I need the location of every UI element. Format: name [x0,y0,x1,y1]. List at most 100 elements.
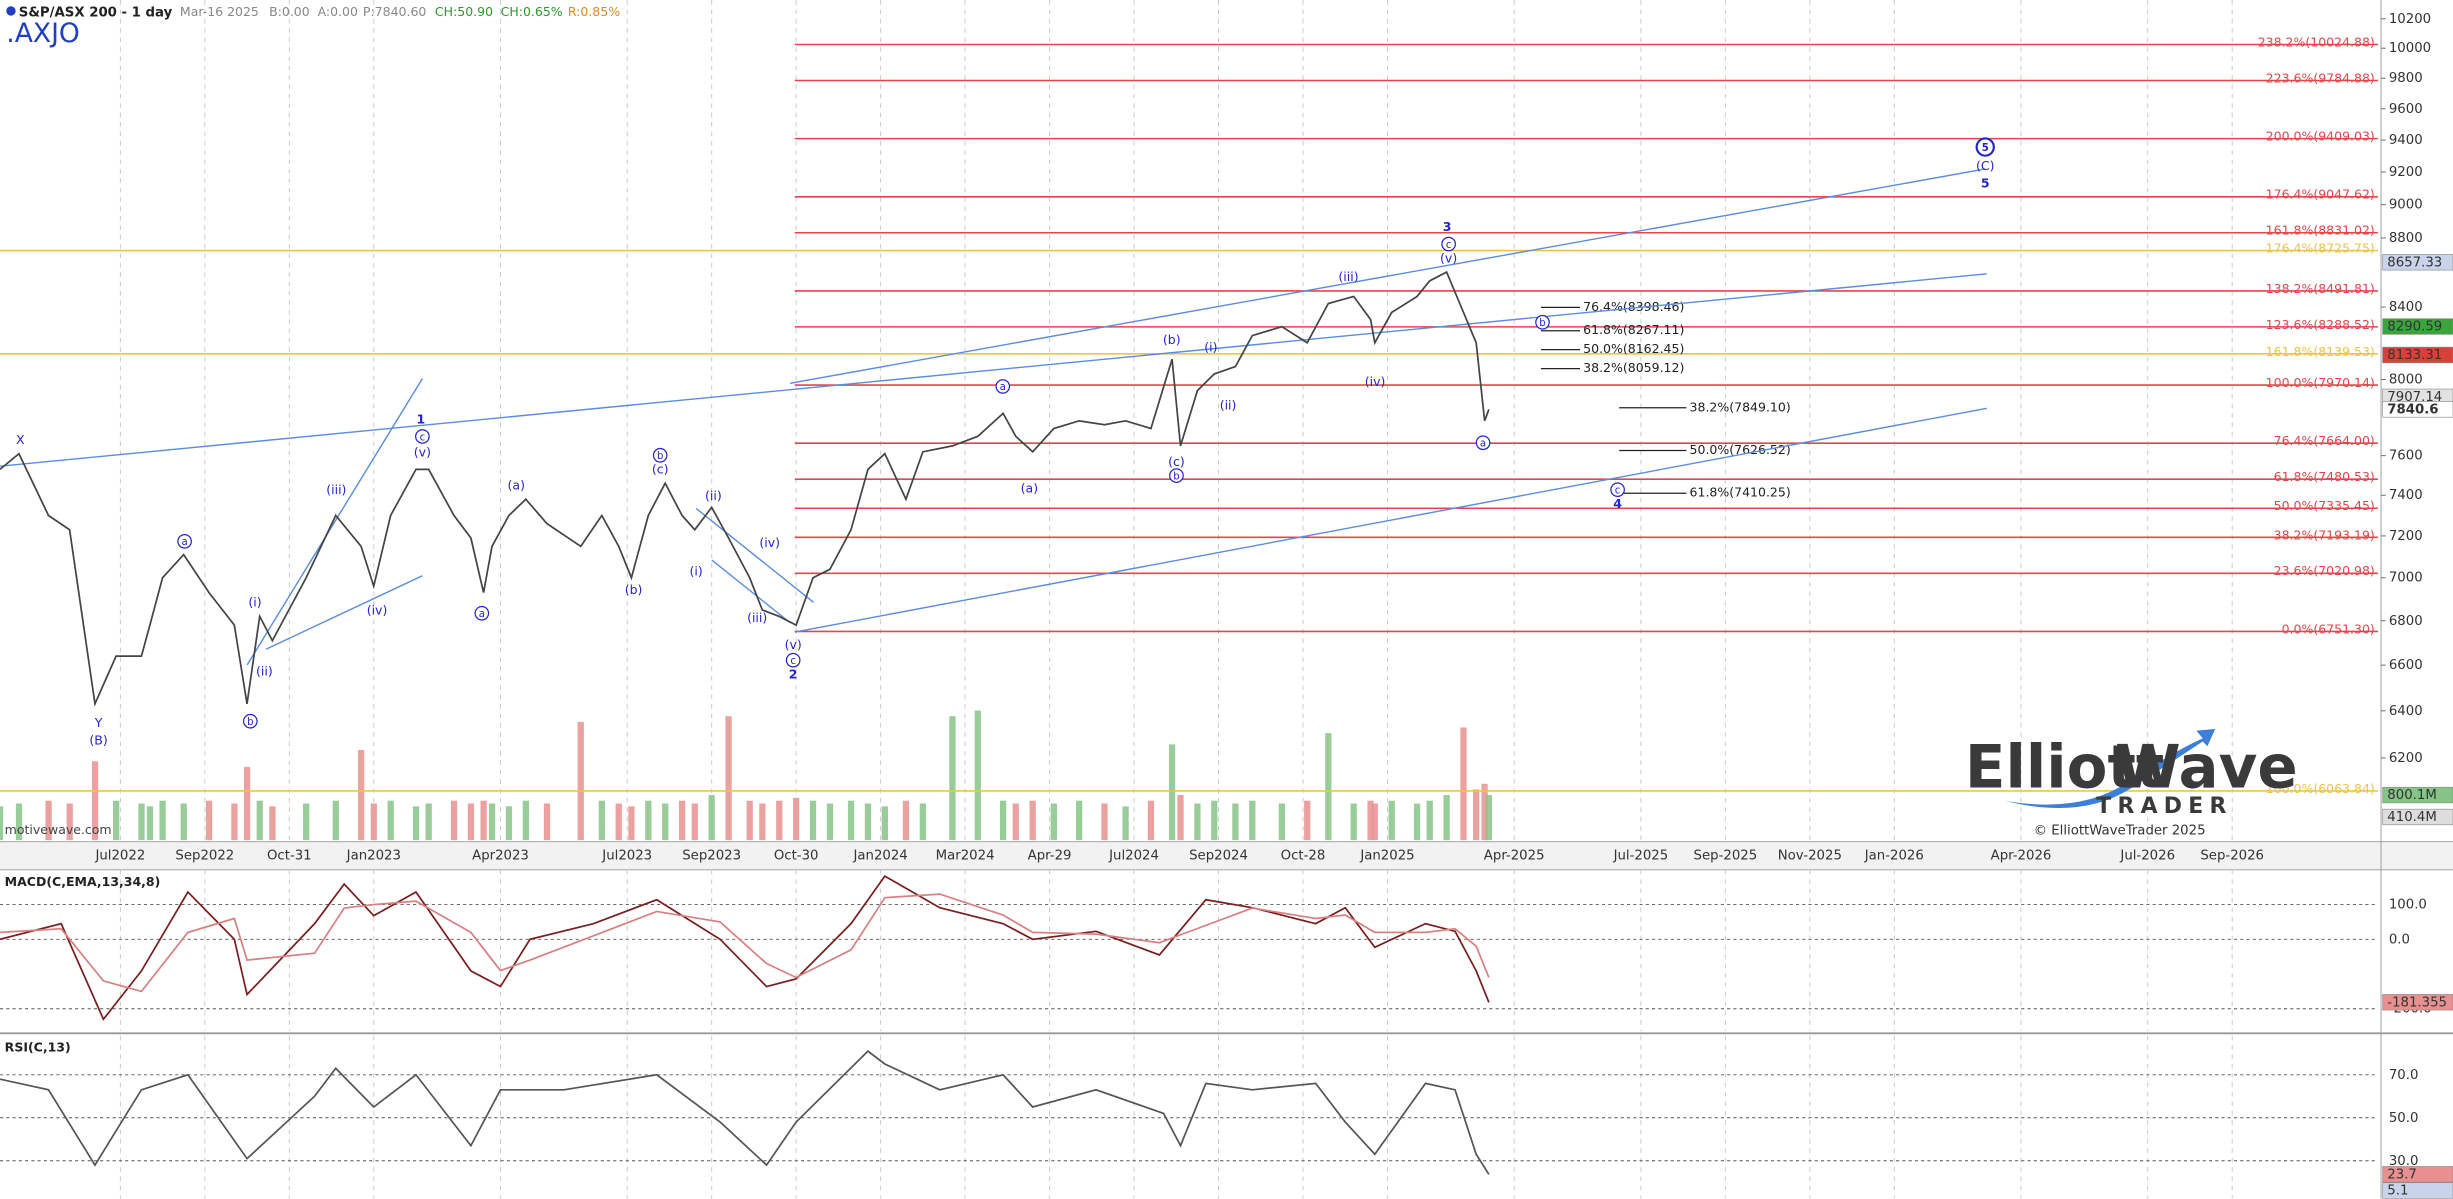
wave-label: (iii) [326,482,346,497]
fib-label: 138.2%(8491.81) [2266,281,2375,296]
volume-bar [974,710,981,841]
wave-label: (b) [625,582,643,597]
wave-label: (i) [1204,340,1217,355]
wave-label: (ii) [1220,397,1237,412]
volume-box: 800.1M [2387,788,2436,803]
volume-bar [1350,803,1357,841]
volume-bar [45,800,52,841]
price-box-bg [2382,401,2453,418]
x-tick-label: Jan2023 [346,849,401,864]
volume-bar [243,766,251,841]
y-tick-label: 7200 [2389,529,2423,544]
volume-bar [1473,789,1480,841]
volume-bar [691,803,698,841]
y-tick-label: 10200 [2389,12,2431,27]
volume-box-bg [2382,808,2453,826]
volume-bar [303,803,310,841]
y-tick-label: 100.0 [2389,898,2427,913]
volume-bar [138,803,145,841]
value-box-bg [2382,1182,2453,1199]
volume-bar [15,803,23,841]
volume-bar [809,800,817,841]
x-tick-label: Oct-30 [774,849,819,864]
wave-label: (iii) [747,610,767,625]
volume-bar [628,806,635,841]
wave-circle [1441,236,1456,252]
volume-bar [480,800,487,841]
wave-label: (a) [508,477,525,492]
wave-circle [785,652,801,668]
y-tick-label: 9600 [2389,102,2423,117]
wave-label: (b) [1163,332,1181,347]
wave-circle [1169,468,1184,483]
price-box: 8290.59 [2387,320,2442,335]
x-tick-label: Sep2023 [682,849,741,864]
volume-bar [543,803,551,841]
y-tick-label: 7400 [2389,488,2423,503]
volume-bar [598,800,605,841]
wave-label: (ii) [705,488,722,503]
volume-box-bg [2382,786,2453,804]
copyright: © ElliottWaveTrader 2025 [2034,824,2206,839]
x-tick-label: Jul2022 [94,849,145,864]
volume-bar [1325,733,1332,841]
wave-label: 4 [1613,496,1622,511]
x-tick-label: Jul2024 [1108,849,1159,864]
wave-label: X [16,432,25,447]
series-line [0,893,1490,993]
fib-label: 23.6%(7020.98) [2274,563,2375,578]
wave-label: (iii) [1338,269,1358,284]
header-field: P:7840.60 [363,4,426,19]
x-tick-label: Oct-28 [1281,849,1326,864]
x-tick-label: Jan2024 [852,849,907,864]
wave-label: a [479,609,485,620]
volume-bar [505,806,513,841]
y-tick-label: 9000 [2389,198,2423,213]
wave-label: 1 [416,412,425,427]
retracement-label: 50.0%(7626.52) [1690,442,1791,457]
grid [0,0,2378,1199]
wave-label: c [420,432,426,443]
fib-label: 100.0%(6063.84) [2266,781,2375,796]
volume-bar [847,800,855,841]
logo-subtitle: TRADER [2096,794,2232,819]
volume-bar [864,803,872,841]
wave-label: a [1480,439,1486,450]
wave-circle [995,379,1011,394]
volume-bar [467,803,475,841]
wave-label: (iv) [759,535,780,550]
fib-label: 200.0%(9409.03) [2266,129,2375,144]
volume-bar [0,806,4,841]
fib-label: 161.8%(8139.53) [2266,344,2375,359]
wave-circle [1975,137,1995,157]
y-tick-label: 9400 [2389,133,2423,148]
volume-bar [1076,800,1083,841]
trend-line [789,168,1986,384]
value-box-bg [2382,994,2453,1011]
fib-label: 176.4%(9047.62) [2266,187,2375,202]
volume-bar [1101,803,1108,841]
x-tick-label: Nov-2025 [1778,849,1842,864]
volume-bar [269,806,276,841]
volume-bar [412,806,420,841]
volume-bar [1388,800,1395,841]
volume-bar [425,803,432,841]
volume-bar [577,721,584,841]
volume-bar [1485,795,1492,841]
value-box-bg [2382,1166,2453,1183]
volume-bar [91,761,99,841]
wave-circle [415,429,430,444]
volume-bar [1249,800,1256,841]
x-tick-label: Sep2022 [175,849,234,864]
x-tick-label: Oct-31 [267,849,312,864]
wave-label: b [1539,318,1545,329]
volume-bar [881,806,888,841]
header-field: CH:0.65% [501,4,563,19]
volume-bar [662,803,669,841]
x-tick-label: Jan-2026 [1864,849,1924,864]
x-tick-label: Sep2024 [1189,849,1248,864]
volume-bar [370,803,377,841]
price-box-bg [2382,318,2453,335]
volume-bar [678,800,686,841]
